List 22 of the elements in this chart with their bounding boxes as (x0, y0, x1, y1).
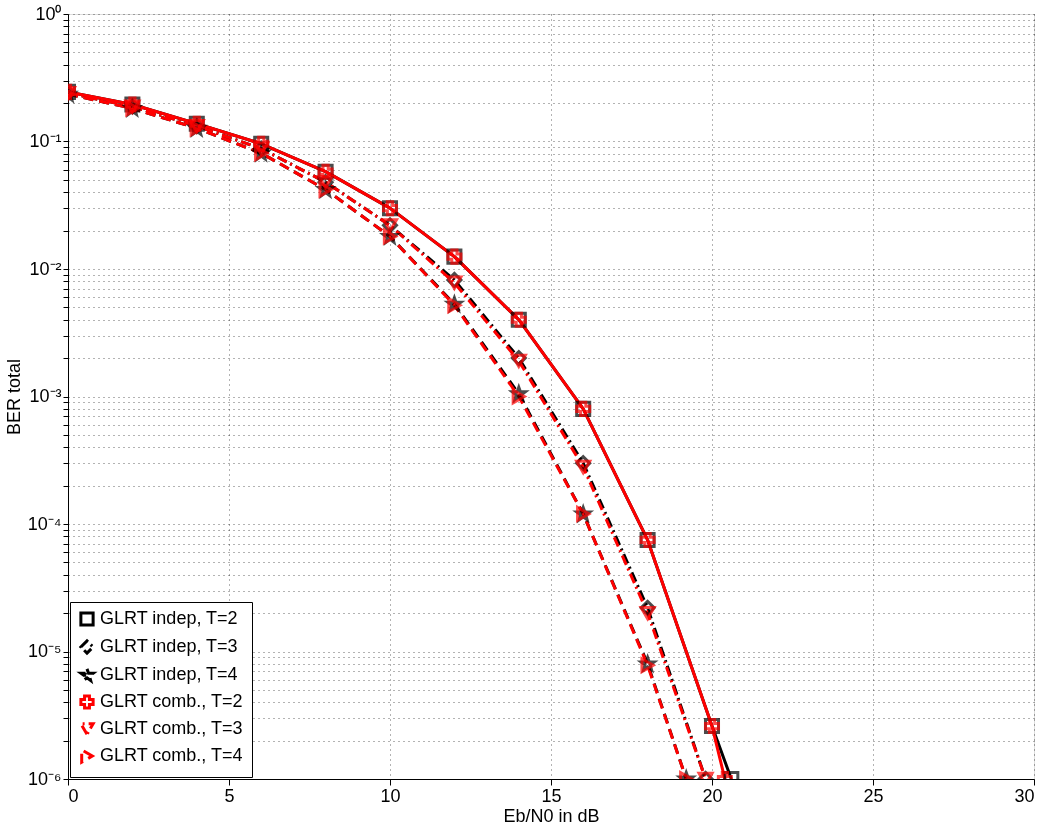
x-axis-title: Eb/N0 in dB (503, 805, 600, 826)
x-tick-label: 15 (541, 785, 562, 806)
y-axis-title: BER total (3, 358, 24, 436)
legend-label: GLRT indep, T=4 (100, 664, 238, 684)
legend-label: GLRT comb., T=4 (100, 745, 243, 765)
x-tick-label: 5 (224, 785, 235, 806)
legend-label: GLRT comb., T=2 (100, 691, 243, 711)
legend-label: GLRT indep, T=3 (100, 636, 238, 656)
x-tick-label: 30 (1014, 785, 1035, 806)
y-tick-label: 10⁻⁶ (28, 768, 62, 789)
y-tick-label: 10⁰ (35, 3, 62, 24)
legend-label: GLRT comb., T=3 (100, 718, 243, 738)
x-tick-label: 10 (380, 785, 401, 806)
x-tick-label: 20 (702, 785, 723, 806)
y-tick-label: 10⁻² (29, 258, 62, 279)
y-tick-label: 10⁻⁵ (28, 641, 62, 661)
y-tick-label: 10⁻¹ (29, 131, 62, 151)
y-tick-label: 10⁻³ (29, 386, 62, 406)
legend-label: GLRT indep, T=2 (100, 608, 238, 628)
x-tick-label: 0 (68, 785, 79, 806)
y-tick-label: 10⁻⁴ (27, 513, 62, 534)
x-tick-label: 25 (863, 785, 884, 806)
